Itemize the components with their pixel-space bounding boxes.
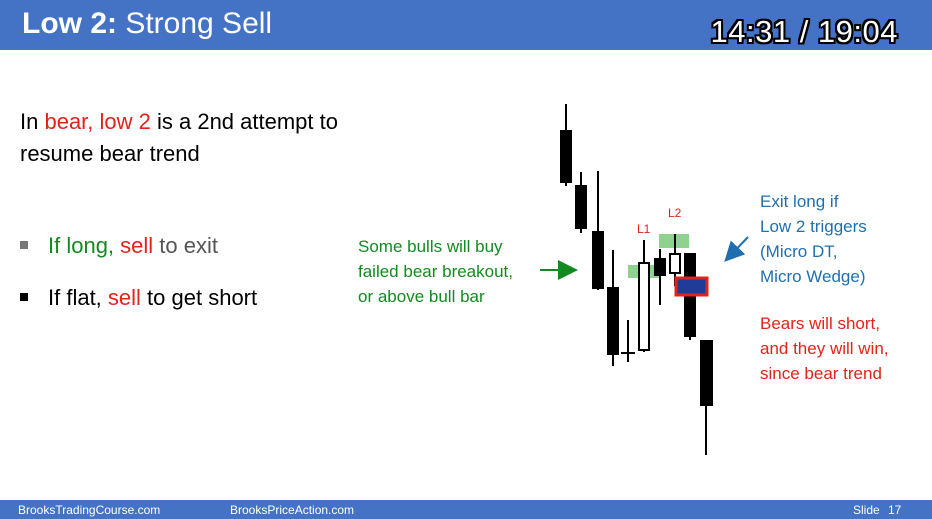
- note-exit-line: (Micro DT,: [760, 242, 838, 261]
- note-exit-line: Low 2 triggers: [760, 217, 867, 236]
- note-exit: Exit long if Low 2 triggers (Micro DT, M…: [760, 189, 867, 289]
- bullet-marker-square-icon: [20, 293, 28, 301]
- bullet-exit-green: If long,: [48, 233, 115, 258]
- bear-candle: [654, 258, 666, 276]
- footer-site-2: BrooksPriceAction.com: [230, 503, 355, 517]
- blue-arrow-icon: [724, 236, 749, 262]
- bear-candle: [592, 231, 604, 289]
- label-l1: L1: [637, 222, 651, 236]
- bear-candle: [575, 185, 587, 229]
- intro-highlight: bear, low 2: [44, 109, 151, 134]
- bullet-exit: If long, sell to exit: [20, 233, 218, 259]
- note-bears-line: since bear trend: [760, 364, 882, 383]
- bullet-exit-sell: sell: [120, 233, 154, 258]
- slide-header: Low 2: Strong Sell 14:31 / 19:04: [0, 0, 932, 50]
- footer-slide-number: 17: [888, 503, 902, 517]
- intro-pre: In: [20, 109, 45, 134]
- footer-site-1: BrooksTradingCourse.com: [18, 503, 161, 517]
- note-bulls-line: or above bull bar: [358, 287, 485, 306]
- slide-title-bold: Low 2:: [22, 7, 117, 40]
- entry-highlight: [676, 278, 707, 295]
- bullet-short-post: to get short: [140, 285, 258, 310]
- intro-text: In bear, low 2 is a 2nd attempt to resum…: [20, 106, 338, 170]
- label-l2: L2: [668, 206, 682, 220]
- slide-footer: BrooksTradingCourse.com BrooksPriceActio…: [0, 500, 932, 519]
- bear-candle: [607, 287, 619, 355]
- note-bears-line: Bears will short,: [760, 314, 880, 333]
- intro-line-2: resume bear trend: [20, 141, 200, 166]
- bull-candle: [669, 253, 681, 274]
- note-bulls-line: Some bulls will buy: [358, 237, 503, 256]
- bull-candle: [638, 262, 650, 351]
- bullet-exit-post: to exit: [153, 233, 218, 258]
- note-bears-line: and they will win,: [760, 339, 889, 358]
- slide-title: Low 2: Strong Sell: [22, 7, 272, 41]
- bear-candle: [700, 340, 713, 406]
- note-exit-line: Exit long if: [760, 192, 839, 211]
- note-bulls-line: failed bear breakout,: [358, 262, 513, 281]
- bullet-short-sell: sell: [107, 285, 141, 310]
- footer-slide-label: Slide: [853, 503, 880, 517]
- intro-line-1: In bear, low 2 is a 2nd attempt to: [20, 106, 338, 138]
- note-exit-line: Micro Wedge): [760, 267, 866, 286]
- bear-candle: [560, 130, 572, 183]
- note-bulls: Some bulls will buy failed bear breakout…: [358, 234, 513, 309]
- slide-title-rest: Strong Sell: [117, 7, 273, 40]
- bullet-short-pre: If flat,: [48, 285, 108, 310]
- video-timer: 14:31 / 19:04: [710, 14, 898, 49]
- bullet-marker-square-icon: [20, 241, 28, 249]
- note-bears: Bears will short, and they will win, sin…: [760, 311, 889, 386]
- bullet-short: If flat, sell to get short: [20, 285, 257, 311]
- intro-post: is a 2nd attempt to: [150, 109, 338, 134]
- entry-box: [674, 276, 709, 297]
